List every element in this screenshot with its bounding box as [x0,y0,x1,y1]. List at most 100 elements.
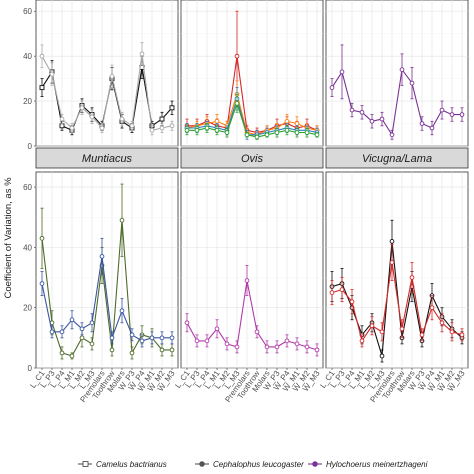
data-point [149,127,155,133]
data-point [284,118,290,124]
data-point [349,299,355,305]
data-point [379,353,385,359]
panel-3 [325,0,469,147]
data-point [389,260,395,265]
panel-strip [180,147,324,169]
gridlines [181,0,323,147]
data-point [99,254,105,259]
legend-key-marker [199,461,205,467]
data-point [204,125,210,131]
data-point [244,132,250,138]
data-point [224,130,230,135]
data-point [254,134,260,140]
data-point [119,217,125,223]
data-point [79,105,85,111]
data-point [89,341,95,347]
data-point [459,112,465,117]
y-tick-label: 40 [23,52,32,61]
series-1 [329,44,465,140]
y-tick-label: 60 [23,7,32,16]
data-point [194,338,200,344]
data-point [399,326,405,332]
legend-label: Cephalophus leucogaster [213,460,304,469]
y-tick-label: 60 [23,183,32,192]
y-tick-label: 20 [23,97,32,106]
data-point [409,275,415,280]
data-point [369,118,375,124]
legend: Camelus bactrianus Cephalophus leucogaste… [78,460,428,469]
panel-title: Ovis [241,153,264,165]
panel-strip [35,147,179,169]
data-point [304,344,310,350]
data-point [119,308,125,314]
data-point [449,112,455,117]
data-point [274,130,280,135]
panel-strip [325,147,469,169]
y-tick-label: 20 [23,304,32,313]
data-point [254,329,260,335]
data-point [169,123,175,129]
plot-area [329,44,465,140]
data-point [129,123,135,129]
data-point [59,350,65,356]
data-point [459,332,465,338]
data-point [409,80,415,86]
data-point [379,329,385,335]
data-point [264,344,270,350]
legend-label: Hylochoerus meinertzhageni [326,460,428,469]
plot-area [39,183,175,360]
data-point [99,125,105,131]
panel-title: Vicugna/Lama [362,153,432,165]
data-point [234,100,240,106]
data-point [169,335,175,341]
y-tick-label: 40 [23,243,32,252]
data-point [49,71,55,77]
data-point [129,350,135,356]
data-point [429,305,435,311]
panel-2 [180,0,324,147]
data-point [159,116,165,122]
data-point [39,53,45,59]
series-1 [184,265,320,357]
data-point [349,107,355,113]
y-axis-title: Coefficient of Variation, as % [3,177,14,299]
data-point [449,329,455,335]
data-point [389,132,395,138]
data-point [184,127,190,133]
data-point [314,132,320,138]
series-2 [39,237,175,348]
legend-item-cephalophus-leucogaster: Cephalophus leucogaster [195,460,304,469]
series-4 [184,93,320,140]
data-point [194,127,200,133]
panel-background [325,0,469,147]
data-point [39,281,45,286]
data-point [109,74,115,79]
panel-grid: 0204060Muntiacus0204060L_C1L_P3L_P4L_M1L… [23,0,469,404]
data-point [399,67,405,72]
panel-6: Vicugna/LamaL_C1L_P3L_P4L_M1L_M2L_M3Prem… [318,147,469,404]
panel-4: Muntiacus0204060L_C1L_P3L_P4L_M1L_M2L_M3… [23,147,179,404]
data-point [59,329,65,335]
data-point [234,344,240,350]
data-point [139,338,145,344]
series-2 [329,243,465,348]
data-point [59,123,65,129]
data-point [214,118,220,124]
data-point [159,335,165,341]
data-point [234,53,240,59]
y-tick-label: 0 [28,142,33,151]
data-point [359,338,365,344]
data-point [264,132,270,138]
data-point [304,130,310,135]
data-point [294,121,300,126]
data-point [204,338,210,344]
panel-background [325,171,469,369]
data-point [79,335,85,341]
data-point [329,85,335,90]
plot-area [184,10,320,140]
data-point [294,341,300,347]
data-point [439,107,445,113]
legend-key-marker [312,461,318,467]
panel-background [180,171,324,369]
data-point [69,317,75,323]
